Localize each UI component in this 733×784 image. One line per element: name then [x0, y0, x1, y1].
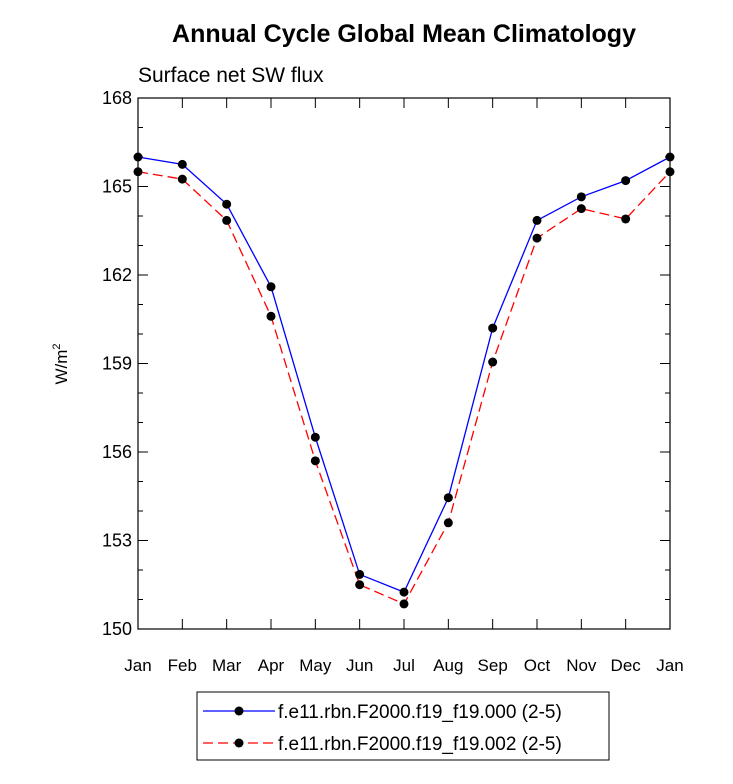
series-0-point — [310, 432, 320, 442]
legend: f.e11.rbn.F2000.f19_f19.000 (2-5) f.e11.r… — [203, 702, 562, 755]
x-tick-label: Feb — [168, 656, 197, 675]
series-1-point — [443, 518, 453, 528]
x-axis-ticks: Jan Feb Mar Apr May Jun Jul Aug Sep Oct Nov Dec Jan — [124, 98, 684, 675]
series-0-point — [222, 199, 232, 209]
series-1-point — [177, 174, 187, 184]
series-0-point — [443, 493, 453, 503]
chart-title: Annual Cycle Global Mean Climatology — [172, 20, 636, 48]
series-1-point — [133, 167, 143, 177]
series-line-1 — [137, 171, 671, 605]
series-layer — [133, 152, 675, 609]
x-tick-label: May — [299, 656, 332, 675]
series-0-point — [133, 152, 143, 162]
legend-marker-1 — [234, 738, 244, 748]
y-tick-label: 156 — [102, 442, 132, 462]
series-1-point — [355, 580, 365, 590]
x-tick-label: Dec — [611, 656, 642, 675]
series-0-point — [355, 569, 365, 579]
series-0-point — [665, 152, 675, 162]
legend-label-1: f.e11.rbn.F2000.f19_f19.002 (2-5) — [278, 734, 562, 755]
plot-frame — [137, 97, 671, 630]
series-1-point — [532, 233, 542, 243]
series-1-point — [488, 357, 498, 367]
series-0-point — [488, 323, 498, 333]
series-0-point — [532, 215, 542, 225]
x-tick-label: Oct — [524, 656, 551, 675]
series-1-point — [576, 204, 586, 214]
y-axis-label-superscript: 2 — [51, 343, 63, 349]
y-tick-label: 162 — [102, 265, 132, 285]
series-1-point — [310, 456, 320, 466]
y-tick-label: 153 — [102, 531, 132, 551]
y-tick-label: 159 — [102, 354, 132, 374]
x-tick-label: Apr — [258, 656, 285, 675]
series-0-point — [266, 282, 276, 292]
x-tick-label: Mar — [212, 656, 242, 675]
series-0-point — [621, 176, 631, 186]
series-0-point — [399, 587, 409, 597]
series-0-point — [576, 192, 586, 202]
series-1-point — [399, 599, 409, 609]
x-tick-label: Jun — [346, 656, 373, 675]
y-tick-label: 168 — [102, 88, 132, 108]
x-tick-label: Jan — [124, 656, 151, 675]
legend-marker-0 — [234, 706, 244, 716]
x-tick-label: Jan — [656, 656, 683, 675]
series-1-point — [665, 167, 675, 177]
series-0-point — [177, 159, 187, 169]
y-tick-label: 165 — [102, 177, 132, 197]
legend-label-0: f.e11.rbn.F2000.f19_f19.000 (2-5) — [278, 702, 562, 723]
y-axis-ticks: 150 153 156 159 162 165 168 — [102, 88, 670, 639]
series-1-point — [222, 215, 232, 225]
y-axis-label: W/m2 — [51, 343, 71, 384]
x-tick-label: Nov — [566, 656, 597, 675]
y-tick-label: 150 — [102, 619, 132, 639]
x-tick-label: Jul — [393, 656, 415, 675]
series-1-point — [621, 214, 631, 224]
x-tick-label: Aug — [433, 656, 463, 675]
y-axis-label-text: W/m — [52, 350, 71, 385]
x-tick-label: Sep — [478, 656, 508, 675]
series-line-0 — [137, 156, 671, 593]
legend-box — [196, 691, 610, 761]
chart-subtitle: Surface net SW flux — [138, 64, 324, 87]
series-1-point — [266, 311, 276, 321]
